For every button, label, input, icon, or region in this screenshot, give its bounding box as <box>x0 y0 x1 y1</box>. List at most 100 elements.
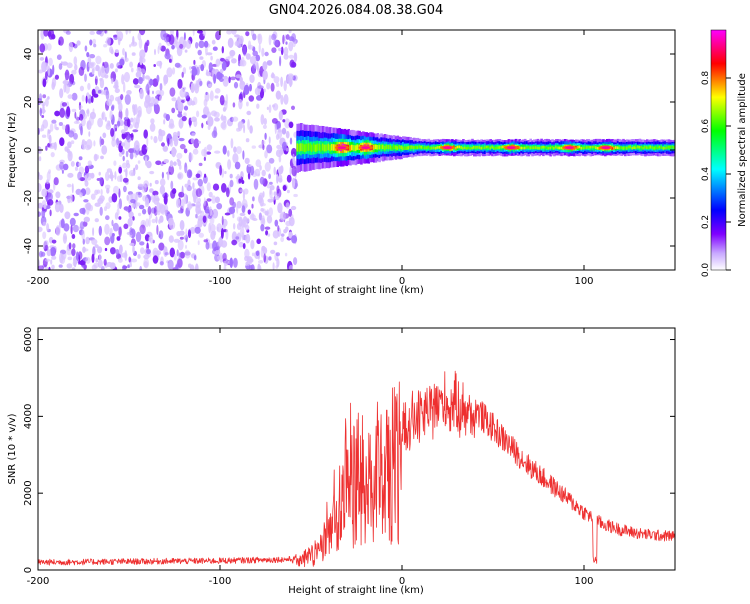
noise-blob <box>190 138 194 144</box>
noise-blob <box>238 241 244 248</box>
noise-blob <box>172 67 176 75</box>
signal-band-cell <box>402 146 405 150</box>
signal-band-cell <box>425 146 429 150</box>
noise-blob <box>70 161 75 167</box>
noise-blob <box>201 114 207 119</box>
noise-blob <box>164 52 171 60</box>
signal-band-cell <box>380 144 383 150</box>
noise-blob <box>111 193 118 203</box>
noise-blob <box>141 183 147 193</box>
noise-blob <box>214 117 220 122</box>
signal-band-cell <box>540 146 543 149</box>
noise-blob <box>278 47 282 52</box>
noise-blob <box>69 194 74 204</box>
noise-blob <box>206 206 210 213</box>
noise-blob <box>245 31 250 37</box>
noise-blob <box>152 247 159 258</box>
noise-blob <box>187 229 192 239</box>
signal-band-cell <box>653 146 656 150</box>
signal-band-cell <box>616 146 620 150</box>
noise-blob <box>145 218 149 228</box>
noise-blob <box>184 162 188 174</box>
noise-blob <box>231 231 237 242</box>
noise-blob <box>227 150 230 157</box>
noise-blob <box>177 78 183 89</box>
noise-blob <box>277 202 283 214</box>
noise-blob <box>42 103 45 115</box>
noise-blob <box>199 80 203 87</box>
noise-blob <box>79 85 84 92</box>
noise-blob <box>274 195 280 200</box>
noise-blob <box>132 78 139 85</box>
spectrogram-x-tick-label: -200 <box>27 276 50 287</box>
noise-blob <box>179 220 185 231</box>
signal-band-cell <box>307 143 310 151</box>
noise-blob <box>220 122 226 129</box>
noise-blob <box>250 258 254 263</box>
noise-blob <box>119 244 123 254</box>
noise-blob <box>225 229 229 240</box>
noise-blob <box>199 56 204 60</box>
noise-blob <box>249 214 256 221</box>
noise-blob <box>233 223 236 230</box>
noise-blob <box>291 165 298 177</box>
noise-blob <box>130 258 138 263</box>
signal-band-cell <box>476 145 480 149</box>
noise-blob <box>170 180 174 190</box>
noise-blob <box>289 74 294 81</box>
noise-blob <box>245 53 251 60</box>
noise-blob <box>208 222 212 234</box>
noise-blob <box>137 110 142 118</box>
noise-blob <box>84 141 88 145</box>
signal-band-cell <box>655 146 658 149</box>
signal-band-cell <box>405 146 409 150</box>
noise-blob <box>129 152 134 160</box>
noise-blob <box>111 219 114 227</box>
noise-blob <box>251 63 256 73</box>
noise-blob <box>93 43 97 48</box>
noise-blob <box>90 193 96 200</box>
noise-blob <box>243 84 250 95</box>
noise-blob <box>81 94 85 102</box>
noise-blob <box>279 55 282 67</box>
noise-blob <box>200 64 205 72</box>
noise-blob <box>211 39 216 45</box>
noise-blob <box>242 243 246 249</box>
noise-blob <box>116 137 119 146</box>
noise-blob <box>114 68 118 73</box>
noise-blob <box>113 160 117 166</box>
noise-blob <box>53 177 59 186</box>
noise-blob <box>259 176 265 185</box>
noise-blob <box>146 39 150 47</box>
noise-blob <box>132 216 135 221</box>
noise-blob <box>98 171 101 176</box>
noise-blob <box>198 162 203 167</box>
noise-blob <box>108 196 113 204</box>
noise-blob <box>60 218 65 229</box>
spectrogram-x-tick-label: 0 <box>399 276 405 287</box>
noise-blob <box>128 30 132 34</box>
noise-blob <box>222 76 228 80</box>
noise-blob <box>105 123 112 130</box>
signal-band-cell <box>394 145 398 150</box>
noise-blob <box>212 46 218 51</box>
noise-blob <box>88 62 95 66</box>
noise-blob <box>176 152 183 159</box>
noise-blob <box>141 58 146 63</box>
noise-blob <box>112 222 119 232</box>
signal-band-cell <box>502 145 505 149</box>
noise-blob <box>58 63 63 70</box>
noise-blob <box>133 107 136 116</box>
signal-peak <box>361 146 371 150</box>
noise-blob <box>106 36 111 46</box>
signal-band-cell <box>482 146 485 150</box>
noise-blob <box>129 44 132 48</box>
signal-band-cell <box>576 146 580 149</box>
noise-blob <box>261 169 266 177</box>
noise-blob <box>139 88 144 100</box>
noise-blob <box>113 34 118 38</box>
signal-band-cell <box>627 145 631 149</box>
signal-band-cell <box>427 145 431 149</box>
noise-blob <box>214 88 221 94</box>
